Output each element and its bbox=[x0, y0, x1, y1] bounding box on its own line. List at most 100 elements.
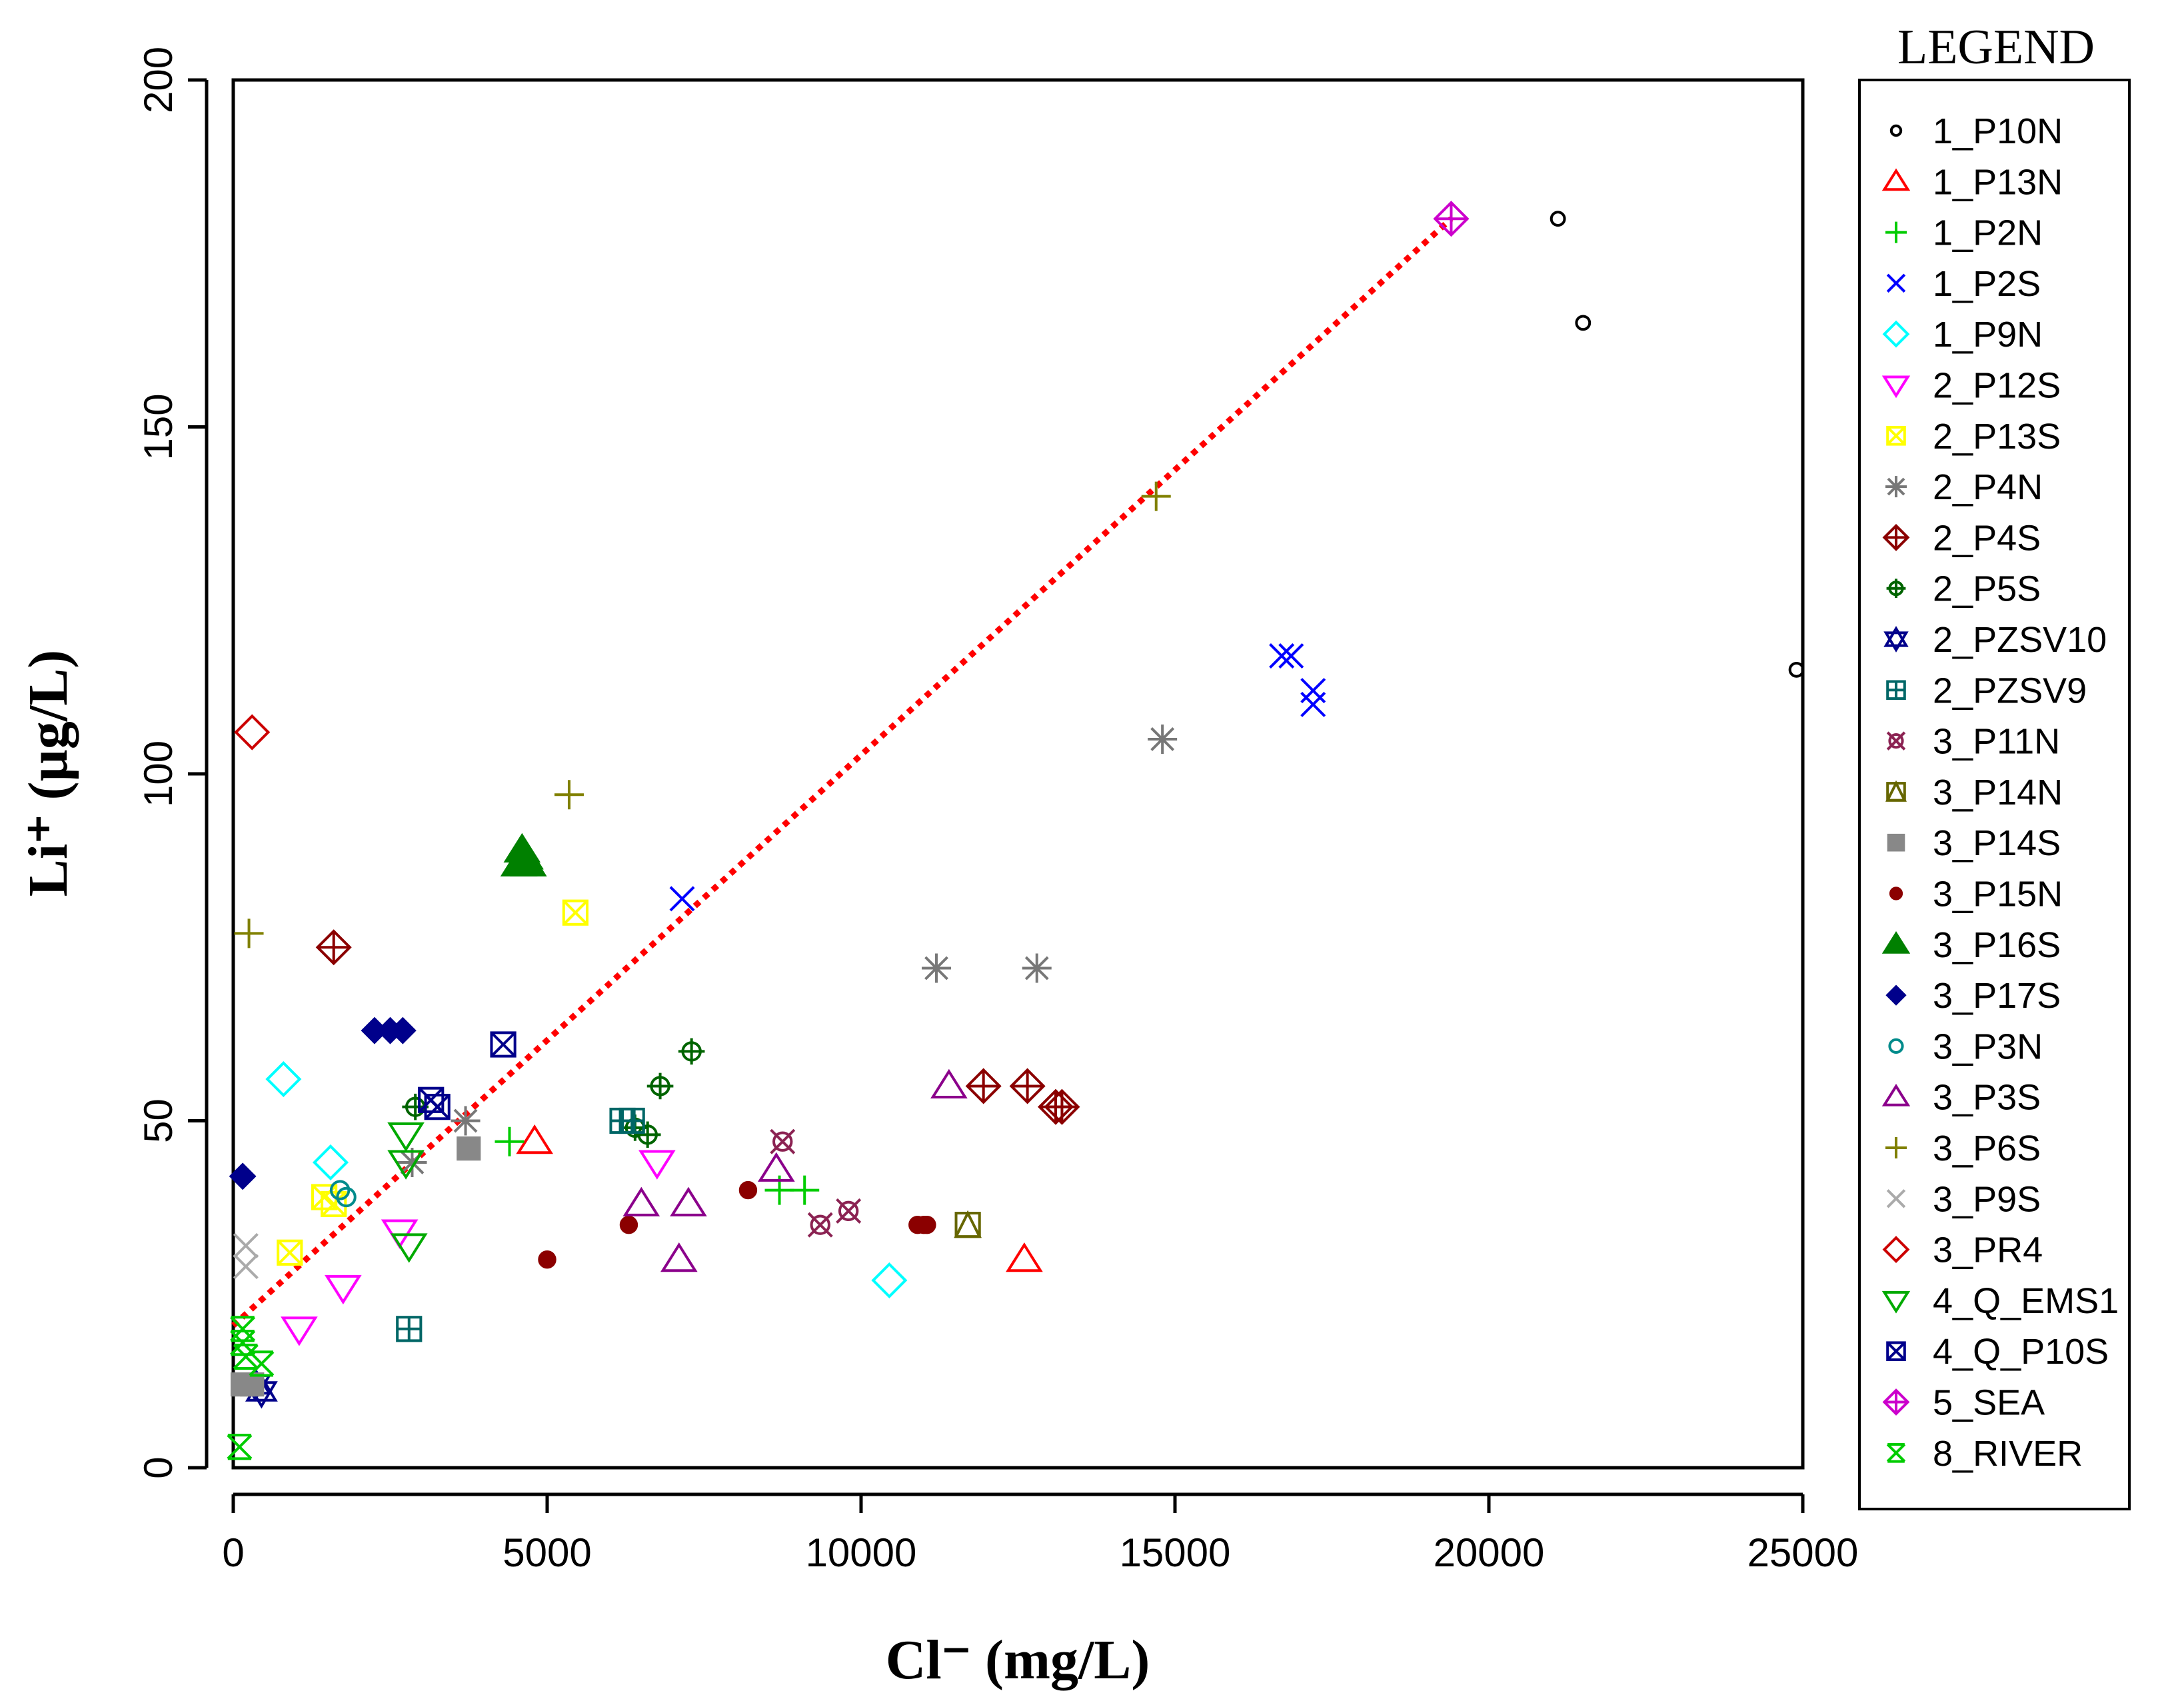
legend-marker bbox=[1882, 1388, 1910, 1416]
trendline bbox=[231, 216, 1454, 1328]
legend-item: 5_SEA bbox=[1882, 1383, 2045, 1423]
data-point-1_p2s bbox=[1300, 691, 1326, 717]
data-point-8_river bbox=[249, 1350, 275, 1377]
legend-item: 2_PZSV9 bbox=[1886, 671, 2087, 711]
data-point-3_p17s bbox=[229, 1162, 257, 1190]
data-point-2_p5s bbox=[634, 1121, 661, 1148]
data-point-1_p2s bbox=[1300, 678, 1326, 704]
legend-marker bbox=[1885, 221, 1907, 243]
data-point-1_p9n bbox=[871, 1262, 908, 1298]
data-point-3_p16s bbox=[503, 833, 541, 863]
legend-marker bbox=[1886, 1189, 1906, 1208]
legend-label: 8_RIVER bbox=[1933, 1434, 2083, 1474]
legend-item: 3_P3N bbox=[1888, 1026, 2043, 1066]
data-point-3_p14n bbox=[954, 1210, 982, 1238]
data-point-2_p4s bbox=[1044, 1088, 1080, 1125]
legend-item: 1_P9N bbox=[1882, 315, 2043, 355]
x-tick-label: 15000 bbox=[1120, 1530, 1231, 1575]
legend-item: 2_P13S bbox=[1886, 417, 2061, 457]
legend-marker bbox=[1886, 426, 1906, 446]
data-point-2_p5s bbox=[678, 1038, 705, 1065]
legend-item: 2_P4S bbox=[1882, 518, 2041, 558]
data-point-2_p13s bbox=[562, 899, 588, 926]
legend-marker bbox=[1887, 833, 1905, 852]
legend-label: 3_P9S bbox=[1933, 1179, 2041, 1219]
data-point-2_p13s bbox=[321, 1190, 347, 1218]
legend-items: 1_P10N 1_P13N 1_P2N 1_P2S 1_P9N 2_P12S 2_P13S 2… bbox=[1881, 111, 2119, 1474]
data-point-4_q_ems1 bbox=[387, 1122, 425, 1152]
legend-item: 3_P6S bbox=[1885, 1128, 2041, 1168]
legend-box bbox=[1858, 79, 2131, 1510]
legend-item: 4_Q_P10S bbox=[1886, 1332, 2109, 1372]
data-point-2_p12s bbox=[281, 1316, 318, 1346]
legend-item: 1_P2S bbox=[1886, 264, 2041, 304]
legend-label: 2_P4S bbox=[1933, 518, 2041, 558]
x-axis-title: Cl⁻ (mg/L) bbox=[886, 1629, 1150, 1691]
data-point-2_p4s bbox=[315, 929, 352, 966]
legend-marker bbox=[1886, 1341, 1906, 1362]
legend-marker bbox=[1885, 476, 1907, 498]
legend-label: 3_P11N bbox=[1933, 722, 2060, 762]
legend-item: 3_P16S bbox=[1881, 925, 2061, 965]
legend-item: 3_PR4 bbox=[1882, 1230, 2043, 1270]
legend-label: 1_P10N bbox=[1933, 111, 2063, 151]
legend-label: 3_P3N bbox=[1933, 1026, 2043, 1066]
data-point-3_p15n bbox=[738, 1180, 758, 1200]
legend-item: 3_P17S bbox=[1885, 976, 2061, 1016]
data-point-2_p4n bbox=[397, 1147, 427, 1177]
legend: LEGEND 1_P10N 1_P13N 1_P2N 1_P2S 1_P9N 2_P12S… bbox=[1858, 20, 2131, 1510]
legend-item: 2_P5S bbox=[1886, 569, 2041, 609]
data-point-3_p9s bbox=[233, 1254, 259, 1280]
data-point-3_p15n bbox=[619, 1215, 638, 1234]
legend-label: 3_P17S bbox=[1933, 976, 2061, 1016]
x-tick-label: 5000 bbox=[503, 1530, 591, 1575]
data-point-8_river bbox=[233, 1343, 259, 1370]
legend-label: 2_P4N bbox=[1933, 467, 2043, 507]
x-tick-label: 10000 bbox=[806, 1530, 917, 1575]
data-point-3_p3n bbox=[336, 1186, 357, 1208]
y-tick-label: 0 bbox=[136, 1456, 181, 1478]
legend-item: 3_P15N bbox=[1889, 874, 2063, 914]
legend-marker bbox=[1886, 1443, 1906, 1463]
data-point-3_p11n bbox=[836, 1198, 862, 1224]
legend-label: 1_P2N bbox=[1933, 213, 2043, 253]
legend-marker bbox=[1882, 523, 1910, 551]
legend-item: 1_P2N bbox=[1885, 213, 2043, 253]
data-point-2_pzsv9 bbox=[618, 1107, 645, 1134]
legend-marker bbox=[1881, 1290, 1911, 1314]
x-tick-label: 0 bbox=[222, 1530, 244, 1575]
y-axis-title: Li⁺ (µg/L) bbox=[17, 650, 79, 896]
legend-marker bbox=[1885, 984, 1907, 1006]
data-point-2_p12s bbox=[638, 1150, 676, 1180]
data-point-3_p6s bbox=[234, 918, 264, 948]
data-point-3_p3s bbox=[622, 1186, 660, 1216]
legend-label: 3_P14N bbox=[1933, 773, 2063, 813]
data-point-1_p10n bbox=[1788, 661, 1805, 678]
legend-label: 3_PR4 bbox=[1933, 1230, 2043, 1270]
data-point-4_q_p10s bbox=[490, 1031, 517, 1058]
data-point-2_p4n bbox=[922, 953, 952, 983]
legend-label: 3_P6S bbox=[1933, 1128, 2041, 1168]
data-point-4_q_p10s bbox=[424, 1094, 451, 1120]
y-tick-label: 50 bbox=[136, 1098, 181, 1143]
legend-marker bbox=[1881, 1083, 1911, 1106]
data-point-1_p2s bbox=[1278, 643, 1304, 669]
legend-label: 2_P12S bbox=[1933, 366, 2061, 406]
data-point-1_p2n bbox=[495, 1126, 525, 1156]
data-point-3_p3s bbox=[930, 1068, 968, 1098]
legend-marker bbox=[1885, 780, 1907, 802]
legend-item: 3_P3S bbox=[1881, 1078, 2041, 1118]
data-point-1_p9n bbox=[265, 1061, 302, 1098]
y-tick-label: 100 bbox=[136, 741, 181, 807]
data-point-8_river bbox=[227, 1434, 253, 1460]
legend-item: 2_P4N bbox=[1885, 467, 2043, 507]
legend-label: 4_Q_P10S bbox=[1933, 1332, 2109, 1372]
data-point-2_p4s bbox=[1009, 1068, 1046, 1104]
legend-label: 3_P14S bbox=[1933, 823, 2061, 863]
data-point-3_p17s bbox=[389, 1016, 417, 1044]
data-point-4_q_ems1 bbox=[390, 1233, 428, 1263]
data-point-3_p9s bbox=[233, 1232, 259, 1258]
data-point-1_p2s bbox=[1269, 643, 1295, 669]
data-point-2_pzsv9 bbox=[396, 1316, 423, 1342]
